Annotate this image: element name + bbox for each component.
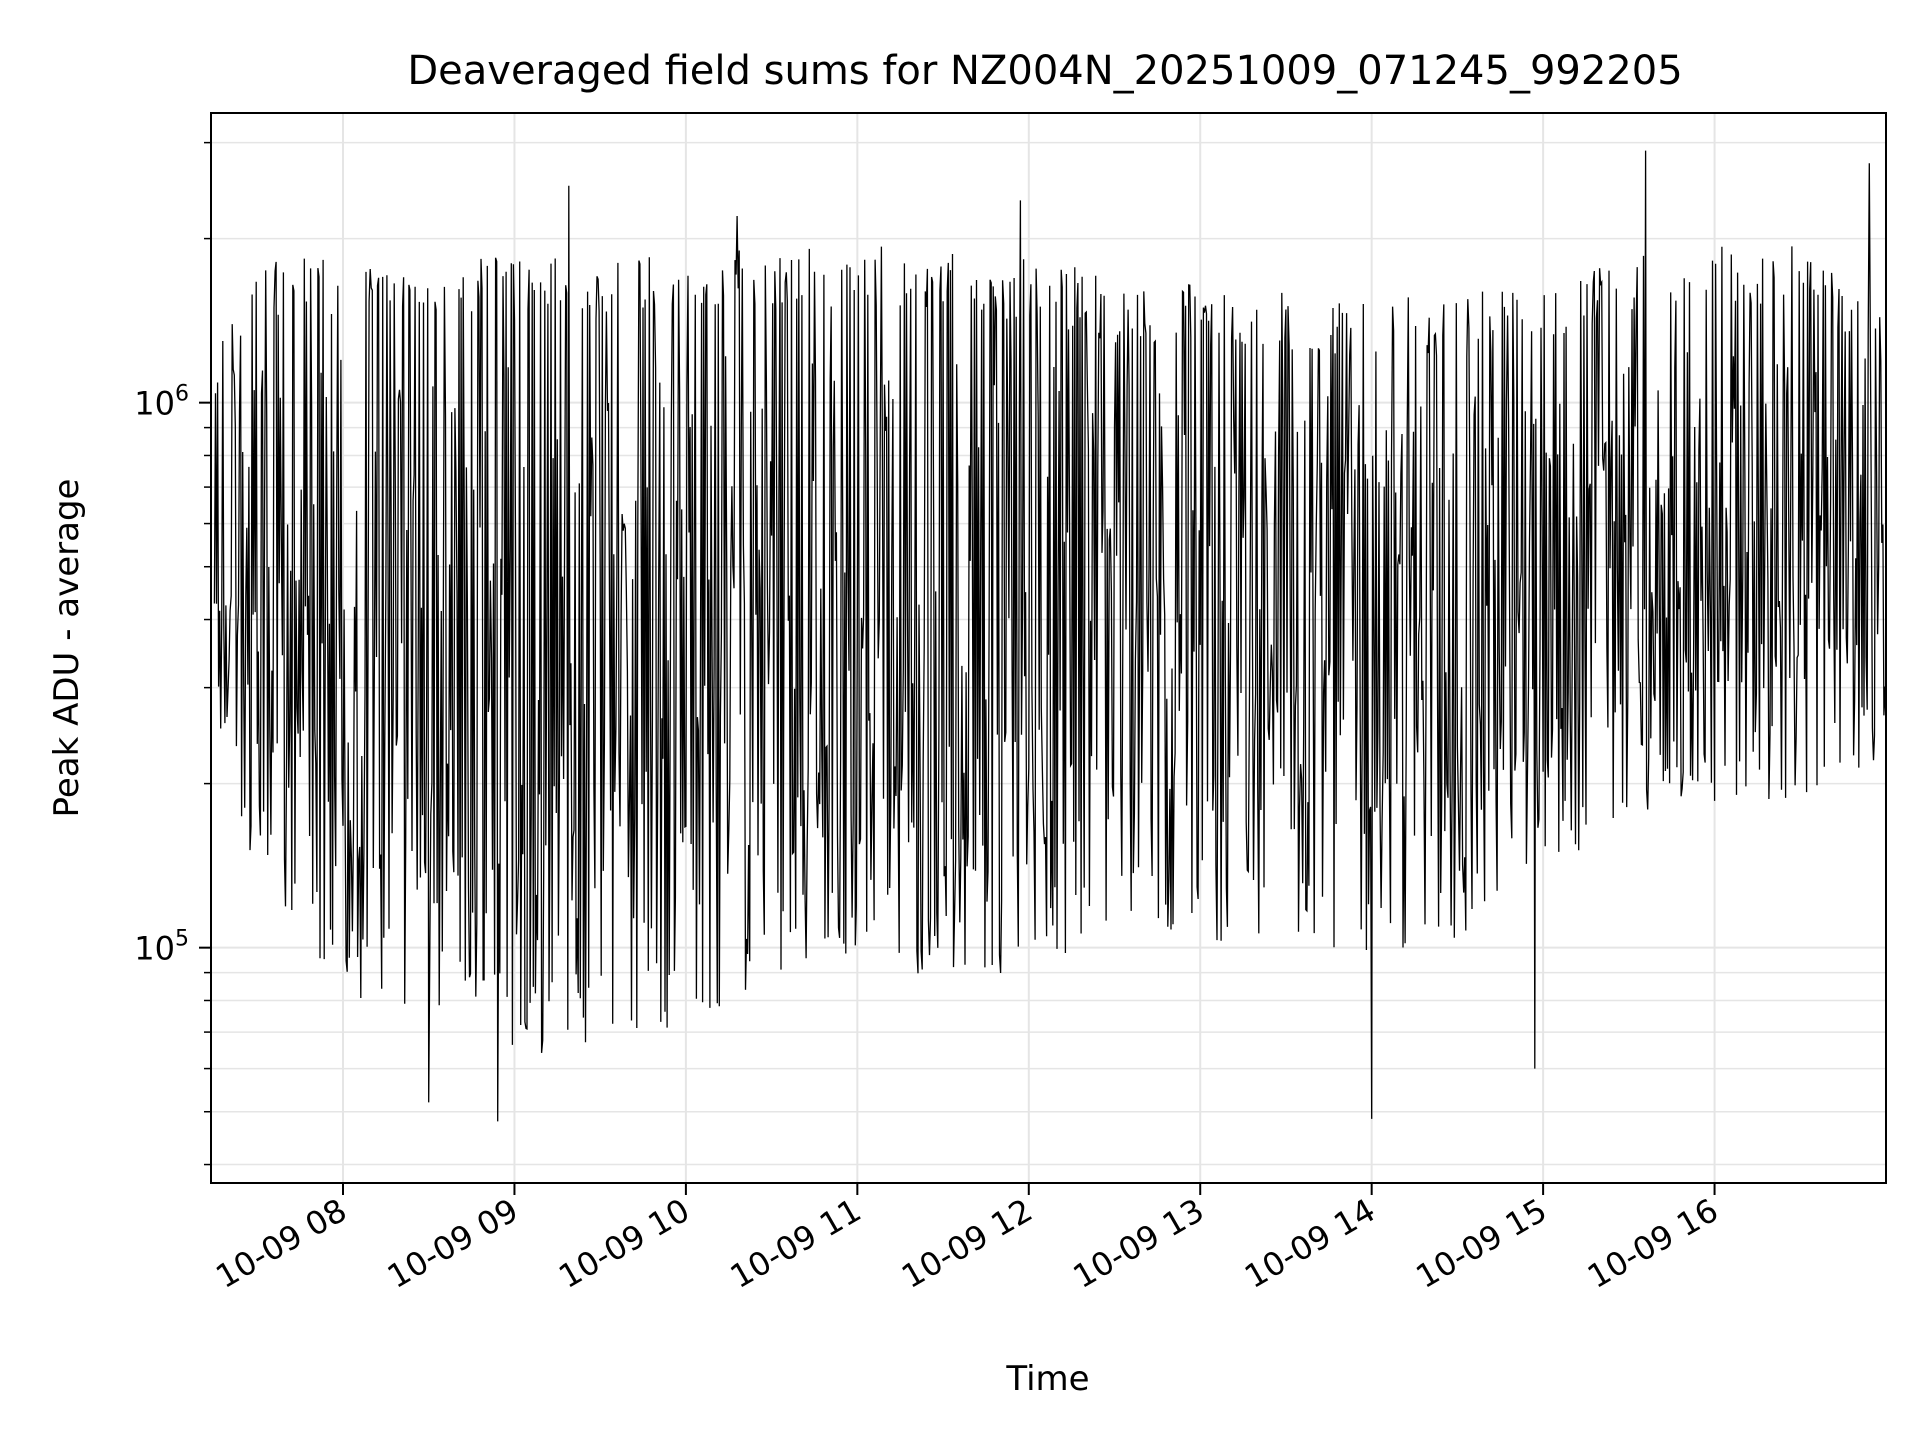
x-tick-label: 10-09 08 [209, 1191, 353, 1296]
x-tick-label: 10-09 10 [552, 1191, 696, 1296]
x-axis-ticks: 10-09 08 10-09 09 10-09 10 10-09 11 10-09 12… [209, 1183, 1725, 1296]
y-tick-label: 105 [134, 927, 189, 968]
x-tick-label: 10-09 14 [1238, 1191, 1382, 1296]
plot-frame [210, 112, 1887, 1184]
y-axis-label: Peak ADU - average [47, 479, 87, 818]
x-tick-label: 10-09 16 [1581, 1191, 1725, 1296]
x-tick-label: 10-09 12 [895, 1191, 1039, 1296]
chart-title: Deaveraged field sums for NZ004N_2025100… [407, 48, 1682, 94]
x-tick-label: 10-09 13 [1067, 1191, 1211, 1296]
series-line [213, 150, 1887, 1122]
x-tick-label: 10-09 09 [381, 1191, 525, 1296]
x-tick-label: 10-09 15 [1410, 1191, 1554, 1296]
grid-lines [211, 113, 1886, 1183]
data-series [213, 150, 1887, 1122]
y-axis-ticks: 105 106 [134, 141, 211, 1166]
x-tick-label: 10-09 11 [724, 1191, 868, 1296]
x-axis-label: Time [1005, 1359, 1089, 1399]
y-tick-label: 106 [134, 382, 189, 423]
